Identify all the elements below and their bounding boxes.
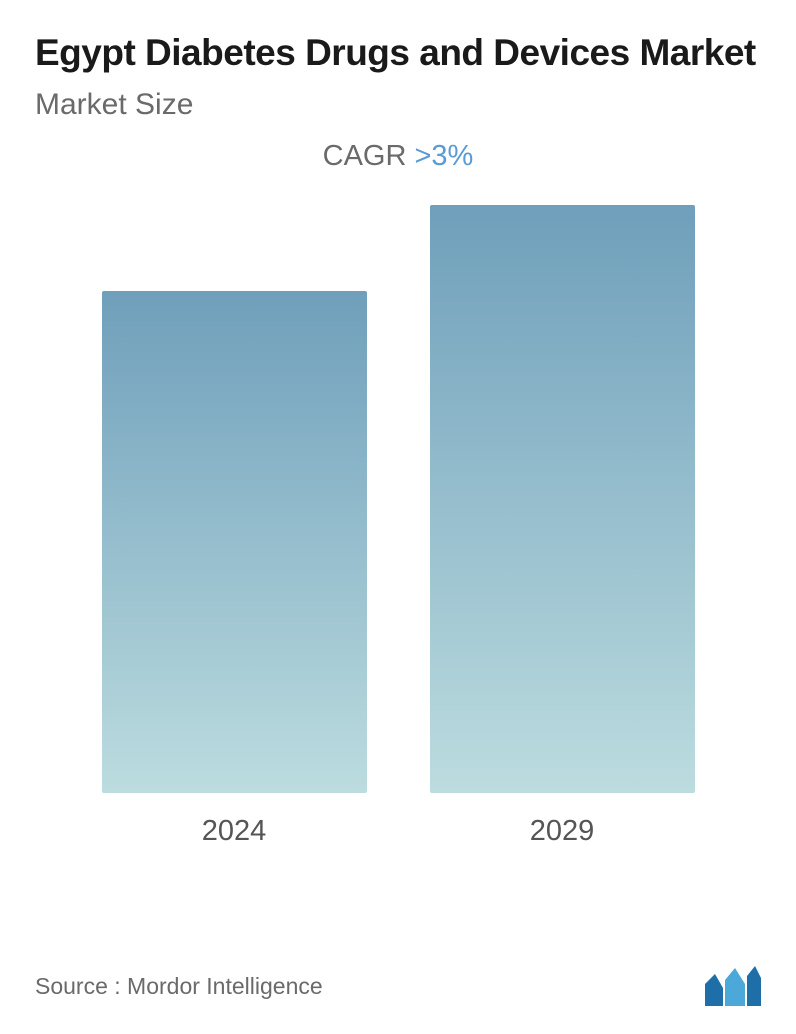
logo-icon — [705, 966, 761, 1006]
cagr-label: CAGR — [323, 140, 415, 172]
bar-chart: 2024 2029 — [35, 228, 761, 848]
bar-2024 — [102, 291, 367, 793]
subtitle: Market Size — [35, 88, 761, 122]
bar-group-2024: 2024 — [102, 291, 367, 848]
footer: Source : Mordor Intelligence — [35, 966, 761, 1006]
bar-2029 — [430, 205, 695, 793]
bar-label-2029: 2029 — [530, 815, 595, 848]
cagr-value: >3% — [414, 140, 473, 172]
bar-group-2029: 2029 — [430, 205, 695, 848]
source-text: Source : Mordor Intelligence — [35, 973, 323, 1000]
page-title: Egypt Diabetes Drugs and Devices Market — [35, 30, 761, 76]
bar-label-2024: 2024 — [202, 815, 267, 848]
cagr-row: CAGR >3% — [35, 140, 761, 173]
